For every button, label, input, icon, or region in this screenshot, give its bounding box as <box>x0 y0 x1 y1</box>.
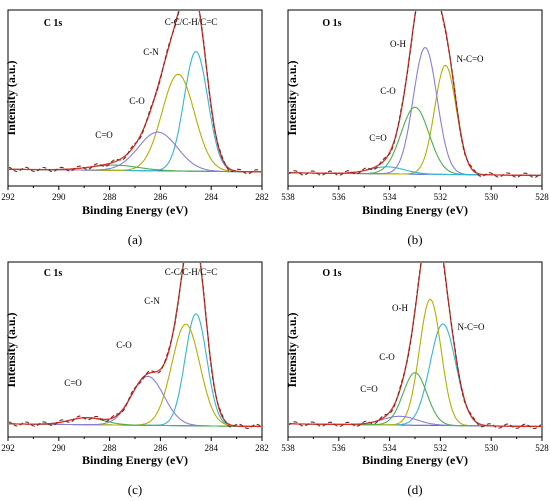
x-axis-title: Binding Energy (eV) <box>362 453 468 467</box>
x-tick-label: 288 <box>103 443 117 453</box>
x-tick-label: 284 <box>204 192 218 202</box>
peak-label-c-o: C-O <box>380 86 396 96</box>
peak-label-c-o: C=O <box>95 130 113 140</box>
x-tick-label: 290 <box>52 192 66 202</box>
peak-label-c-c-c-h-c-c: C-C/C-H/C=C <box>165 267 218 277</box>
peak-label-c-o: C=O <box>64 378 82 388</box>
plot-frame <box>7 261 263 438</box>
panel-title: C 1s <box>44 18 63 29</box>
panel-title: O 1s <box>322 268 341 279</box>
peak-label-o-h: O-H <box>390 39 406 49</box>
x-tick-label: 282 <box>255 192 269 202</box>
component-peak-c-o <box>9 131 261 173</box>
x-tick-label: 538 <box>281 192 295 202</box>
panel-caption: (d) <box>407 482 422 497</box>
peak-label-c-n: C-N <box>143 47 159 57</box>
x-tick-label: 532 <box>434 443 448 453</box>
plot-frame <box>287 9 543 187</box>
x-tick-label: 532 <box>434 192 448 202</box>
x-tick-label: 538 <box>281 443 295 453</box>
x-tick-label: 530 <box>484 192 498 202</box>
panel-title: O 1s <box>322 18 341 29</box>
curve-group <box>9 11 261 175</box>
curve-group <box>9 263 261 429</box>
panel-caption: (a) <box>128 232 142 247</box>
experimental-curve <box>9 263 261 429</box>
y-axis-title: Intensity (a.u.) <box>285 60 299 135</box>
peak-label-c-o: C-O <box>379 352 395 362</box>
x-tick-label: 292 <box>1 192 15 202</box>
x-tick-label: 290 <box>52 443 66 453</box>
x-tick-label: 534 <box>383 443 397 453</box>
peak-label-c-o: C=O <box>360 384 378 394</box>
component-peak-n-c-o <box>289 64 541 176</box>
peak-label-n-c-o: N-C=O <box>456 54 484 64</box>
component-peak-c-n <box>9 73 261 173</box>
fitted-envelope <box>9 11 261 173</box>
x-tick-label: 534 <box>383 192 397 202</box>
peak-label-c-o: C-O <box>116 340 132 350</box>
plot-frame <box>287 261 543 438</box>
panel-caption: (c) <box>128 482 142 497</box>
y-axis-title: Intensity (a.u.) <box>4 312 18 387</box>
y-axis-title: Intensity (a.u.) <box>4 60 18 135</box>
x-tick-label: 528 <box>535 443 549 453</box>
fitted-envelope <box>9 263 261 428</box>
x-tick-label: 288 <box>103 192 117 202</box>
x-tick-label: 286 <box>154 443 168 453</box>
x-axis-title: Binding Energy (eV) <box>362 203 468 217</box>
chart-panel-d: 538 536 534 532 530 528 Binding Energy (eV) Int… <box>281 261 549 497</box>
component-peak-n-c-o <box>289 323 541 428</box>
component-peak-c-c-c-h-c-c <box>9 313 261 428</box>
peak-label-c-o: C=O <box>369 133 387 143</box>
component-peak-o-h <box>289 298 541 428</box>
y-axis-title: Intensity (a.u.) <box>285 312 299 387</box>
x-tick-label: 536 <box>332 192 346 202</box>
x-tick-label: 530 <box>484 443 498 453</box>
x-tick-label: 292 <box>1 443 15 453</box>
panel-title: C 1s <box>44 268 63 279</box>
curve-group <box>289 263 541 430</box>
peak-label-n-c-o: N-C=O <box>457 322 485 332</box>
chart-panel-a: 292 290 288 286 284 282 Binding Energy (eV) Int… <box>1 9 269 247</box>
x-axis-title: Binding Energy (eV) <box>82 203 188 217</box>
experimental-curve <box>9 11 261 175</box>
component-peak-c-c-c-h-c-c <box>9 51 261 173</box>
chart-panel-c: 292 290 288 286 284 282 Binding Energy (eV) Int… <box>1 261 269 497</box>
component-peak-c-o <box>289 106 541 176</box>
x-tick-label: 528 <box>535 192 549 202</box>
x-tick-label: 284 <box>204 443 218 453</box>
x-tick-label: 286 <box>154 192 168 202</box>
chart-panel-b: 538 536 534 532 530 528 Binding Energy (eV) Int… <box>281 9 549 247</box>
experimental-curve <box>289 263 541 430</box>
x-tick-label: 282 <box>255 443 269 453</box>
curve-group <box>289 11 541 179</box>
x-tick-label: 536 <box>332 443 346 453</box>
x-axis-title: Binding Energy (eV) <box>82 453 188 467</box>
peak-label-o-h: O-H <box>392 303 408 313</box>
experimental-curve <box>289 11 541 179</box>
panel-caption: (b) <box>407 232 422 247</box>
component-peak-o-h <box>289 47 541 176</box>
peak-label-c-n: C-N <box>144 296 160 306</box>
peak-label-c-o: C-O <box>129 96 145 106</box>
component-peak-c-n <box>9 323 261 428</box>
peak-label-c-c-c-h-c-c: C-C/C-H/C=C <box>165 17 218 27</box>
